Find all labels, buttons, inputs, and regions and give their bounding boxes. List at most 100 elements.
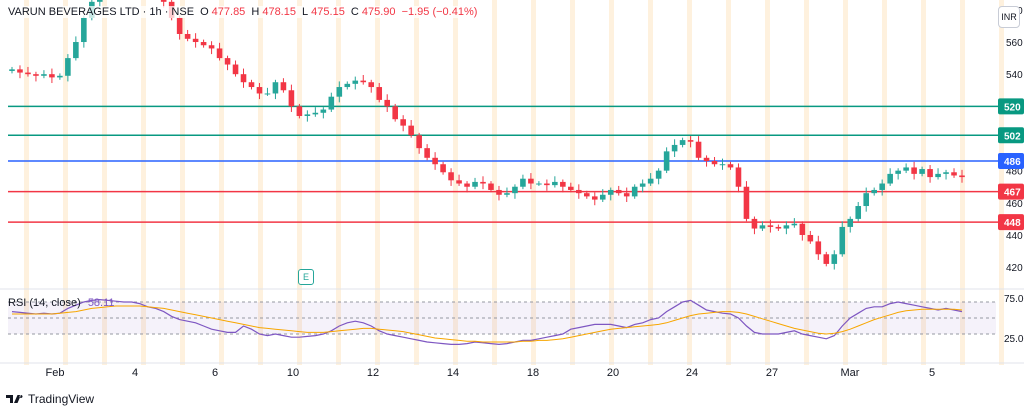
- x-tick-label: 20: [607, 367, 619, 379]
- candle: [384, 99, 391, 107]
- level-tag-448: [998, 214, 1024, 231]
- change-value: −1.95 (−0.41%): [401, 6, 478, 18]
- symbol-title: VARUN BEVERAGES LTD · 1h · NSE: [8, 6, 195, 18]
- session-band: [141, 0, 146, 365]
- level-label-467: 467: [1004, 188, 1021, 199]
- candle: [392, 106, 398, 120]
- candle: [424, 148, 430, 158]
- candle: [200, 42, 207, 46]
- candle: [536, 183, 542, 185]
- candle: [887, 173, 893, 184]
- candle: [488, 183, 494, 190]
- y-tick-label: 480: [1006, 167, 1023, 178]
- candle: [184, 33, 191, 39]
- open-label: O: [200, 6, 209, 18]
- level-label-502: 502: [1004, 131, 1021, 142]
- candle: [607, 189, 614, 195]
- candle: [807, 234, 814, 242]
- candle: [41, 74, 47, 76]
- x-tick-label: 24: [686, 367, 698, 379]
- rsi-line: [11, 298, 963, 346]
- high-value: 478.15: [262, 6, 296, 18]
- x-tick-label: 6: [212, 367, 218, 379]
- candle: [176, 17, 183, 34]
- candle: [368, 82, 375, 88]
- candle: [959, 175, 965, 178]
- session-band: [999, 0, 1004, 365]
- candle: [831, 254, 838, 264]
- candle: [591, 196, 598, 200]
- candle: [472, 181, 478, 187]
- candle: [847, 218, 854, 227]
- session-band: [726, 0, 731, 365]
- candle: [400, 119, 406, 126]
- candle: [288, 90, 295, 107]
- x-tick-label: 5: [929, 367, 935, 379]
- rsi-tick-label: 25.00: [1004, 334, 1024, 345]
- candle: [727, 164, 734, 168]
- candle: [663, 151, 670, 171]
- candle: [695, 141, 702, 158]
- footer-brand-text: TradingView: [28, 392, 95, 406]
- candle: [57, 75, 63, 78]
- footer-brand[interactable]: TradingView: [6, 392, 94, 406]
- candle: [296, 106, 303, 116]
- session-band: [492, 0, 497, 365]
- rsi-label: RSI (14, close): [8, 297, 81, 309]
- candle: [376, 87, 383, 100]
- session-band: [453, 0, 458, 365]
- candle: [623, 193, 630, 197]
- candle: [25, 72, 31, 75]
- level-tag-502: [998, 127, 1024, 144]
- candle: [408, 125, 414, 136]
- candle: [759, 225, 766, 229]
- candle: [65, 58, 71, 76]
- candle: [552, 181, 558, 186]
- candle: [823, 254, 830, 264]
- candle: [863, 193, 870, 207]
- candle: [544, 183, 550, 186]
- candle: [216, 48, 223, 59]
- candle: [456, 180, 462, 184]
- candle: [767, 225, 774, 227]
- candle: [304, 114, 311, 116]
- y-tick-label: 560: [1006, 38, 1023, 49]
- x-tick-label: 18: [527, 367, 539, 379]
- currency-button[interactable]: INR: [998, 6, 1020, 28]
- candle: [440, 164, 446, 173]
- close-label: C: [350, 6, 359, 18]
- candle: [927, 169, 933, 178]
- candle: [520, 178, 526, 187]
- y-tick-label: 540: [1006, 70, 1023, 81]
- candle: [160, 0, 167, 2]
- candle: [903, 167, 909, 171]
- candle: [775, 226, 782, 229]
- candle: [17, 69, 23, 73]
- candle: [496, 189, 502, 195]
- earnings-marker-icon[interactable]: E: [298, 269, 314, 285]
- candle: [448, 172, 454, 181]
- candle: [679, 140, 686, 145]
- candle: [49, 74, 55, 78]
- candle: [9, 69, 15, 71]
- candle: [328, 96, 335, 110]
- level-tag-486: [998, 153, 1024, 170]
- candle: [631, 186, 638, 197]
- session-band: [375, 0, 380, 365]
- symbol-header: VARUN BEVERAGES LTD · 1h · NSE O 477.85 H…: [8, 6, 481, 18]
- candle: [879, 183, 885, 190]
- low-label: L: [302, 6, 309, 18]
- close-value: 475.90: [361, 6, 396, 18]
- rsi-tick-label: 75.00: [1004, 294, 1024, 305]
- candle: [344, 83, 351, 88]
- session-band: [687, 0, 692, 365]
- session-band: [297, 0, 302, 365]
- session-band: [843, 0, 848, 365]
- candle: [919, 169, 925, 174]
- candle: [560, 181, 566, 187]
- candle: [815, 241, 822, 255]
- candle: [264, 93, 271, 95]
- rsi-ma-line: [12, 305, 963, 343]
